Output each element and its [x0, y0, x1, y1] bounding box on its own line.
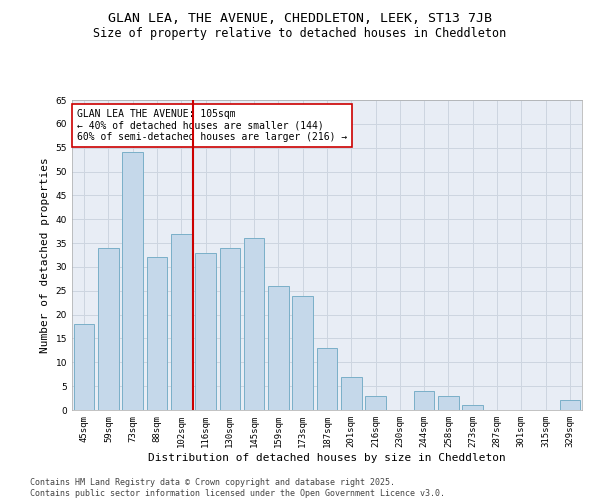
Bar	[463, 405, 483, 410]
Bar	[438, 396, 459, 410]
Bar	[317, 348, 337, 410]
Bar	[292, 296, 313, 410]
Bar	[560, 400, 580, 410]
Text: GLAN LEA, THE AVENUE, CHEDDLETON, LEEK, ST13 7JB: GLAN LEA, THE AVENUE, CHEDDLETON, LEEK, …	[108, 12, 492, 26]
Bar	[171, 234, 191, 410]
Text: GLAN LEA THE AVENUE: 105sqm
← 40% of detached houses are smaller (144)
60% of se: GLAN LEA THE AVENUE: 105sqm ← 40% of det…	[77, 110, 347, 142]
Y-axis label: Number of detached properties: Number of detached properties	[40, 157, 50, 353]
X-axis label: Distribution of detached houses by size in Cheddleton: Distribution of detached houses by size …	[148, 452, 506, 462]
Bar	[365, 396, 386, 410]
Text: Contains HM Land Registry data © Crown copyright and database right 2025.
Contai: Contains HM Land Registry data © Crown c…	[30, 478, 445, 498]
Bar	[195, 252, 216, 410]
Text: Size of property relative to detached houses in Cheddleton: Size of property relative to detached ho…	[94, 28, 506, 40]
Bar	[98, 248, 119, 410]
Bar	[122, 152, 143, 410]
Bar	[146, 258, 167, 410]
Bar	[268, 286, 289, 410]
Bar	[244, 238, 265, 410]
Bar	[220, 248, 240, 410]
Bar	[74, 324, 94, 410]
Bar	[414, 391, 434, 410]
Bar	[341, 376, 362, 410]
